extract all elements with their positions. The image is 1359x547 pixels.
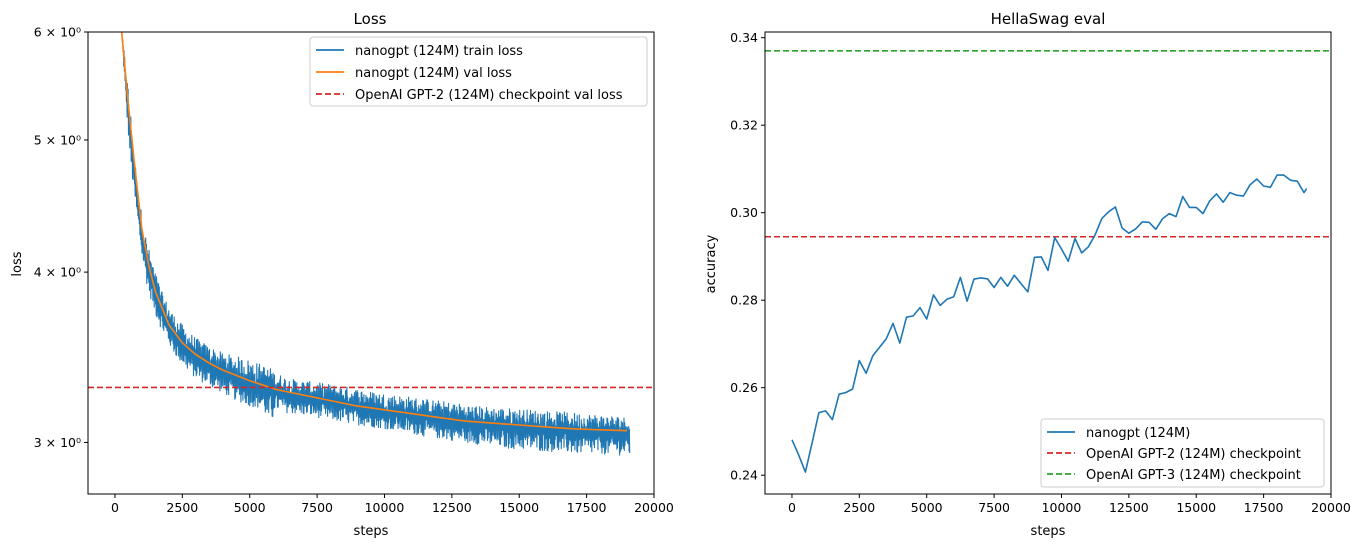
loss-legend-label-train: nanogpt (124M) train loss bbox=[355, 44, 523, 59]
loss-chart-title: Loss bbox=[354, 10, 387, 28]
loss-x-axis-label: steps bbox=[354, 524, 389, 539]
hellaswag-x-axis-label: steps bbox=[1031, 524, 1066, 539]
loss-x-tick-label: 17500 bbox=[567, 500, 607, 515]
loss-plot-area bbox=[88, 32, 654, 456]
loss-x-tick-label: 2500 bbox=[166, 500, 198, 515]
loss-y-tick-label: 5 × 10⁰ bbox=[34, 132, 81, 147]
hellaswag-axes: 0 2500 5000 7500 10000 12500 15000 17500 20000 0.… bbox=[730, 30, 1351, 515]
hellaswag-x-tick-label: 7500 bbox=[978, 500, 1010, 515]
hellaswag-y-tick-label: 0.24 bbox=[730, 468, 758, 483]
hellaswag-x-tick-label: 17500 bbox=[1244, 500, 1284, 515]
loss-y-tick-label: 6 × 10⁰ bbox=[34, 25, 81, 40]
loss-y-tick-label: 3 × 10⁰ bbox=[34, 435, 81, 450]
loss-x-tick-label: 12500 bbox=[432, 500, 472, 515]
loss-x-tick-label: 0 bbox=[111, 500, 119, 515]
hellaswag-chart-title: HellaSwag eval bbox=[991, 10, 1106, 28]
hellaswag-legend-label-gpt3: OpenAI GPT-3 (124M) checkpoint bbox=[1086, 468, 1301, 483]
hellaswag-y-tick-label: 0.32 bbox=[730, 118, 758, 133]
loss-train-series-line bbox=[121, 32, 631, 456]
hellaswag-y-tick-label: 0.26 bbox=[730, 380, 758, 395]
loss-chart: Loss 0 2500 5000 7500 10000 12500 15000 17500 20… bbox=[10, 10, 674, 539]
loss-val-series-line bbox=[120, 32, 628, 432]
loss-x-tick-label: 5000 bbox=[234, 500, 266, 515]
hellaswag-legend: nanogpt (124M) OpenAI GPT-2 (124M) check… bbox=[1040, 418, 1325, 488]
hellaswag-legend-label-nanogpt: nanogpt (124M) bbox=[1086, 426, 1190, 441]
loss-x-tick-label: 20000 bbox=[634, 500, 674, 515]
hellaswag-y-axis-label: accuracy bbox=[704, 234, 719, 293]
hellaswag-legend-box bbox=[1040, 418, 1325, 488]
loss-legend: nanogpt (124M) train loss nanogpt (124M)… bbox=[309, 36, 648, 107]
hellaswag-x-tick-label: 15000 bbox=[1176, 500, 1216, 515]
hellaswag-nanogpt-series-line bbox=[791, 174, 1308, 473]
hellaswag-x-tick-label: 10000 bbox=[1042, 500, 1082, 515]
loss-y-axis-label: loss bbox=[10, 251, 25, 276]
hellaswag-x-tick-label: 20000 bbox=[1311, 500, 1351, 515]
hellaswag-x-tick-label: 0 bbox=[788, 500, 796, 515]
hellaswag-x-tick-label: 12500 bbox=[1109, 500, 1149, 515]
loss-legend-label-val: nanogpt (124M) val loss bbox=[355, 66, 512, 81]
loss-x-tick-label: 10000 bbox=[365, 500, 405, 515]
hellaswag-axes-frame bbox=[764, 31, 1332, 495]
hellaswag-y-tick-label: 0.30 bbox=[730, 205, 758, 220]
hellaswag-legend-label-gpt2: OpenAI GPT-2 (124M) checkpoint bbox=[1086, 447, 1301, 462]
loss-x-tick-label: 15000 bbox=[499, 500, 539, 515]
loss-axes-frame bbox=[87, 31, 655, 495]
loss-axes: 0 2500 5000 7500 10000 12500 15000 17500 20000 3 … bbox=[34, 25, 674, 516]
hellaswag-x-tick-label: 2500 bbox=[843, 500, 875, 515]
loss-y-tick-label: 4 × 10⁰ bbox=[34, 265, 81, 280]
hellaswag-chart: HellaSwag eval 0 2500 5000 7500 10000 12500 15… bbox=[704, 10, 1351, 539]
loss-legend-label-gpt2: OpenAI GPT-2 (124M) checkpoint val loss bbox=[355, 88, 623, 103]
loss-x-tick-label: 7500 bbox=[301, 500, 333, 515]
hellaswag-y-tick-label: 0.34 bbox=[730, 30, 758, 45]
hellaswag-plot-area bbox=[765, 50, 1331, 473]
loss-legend-box bbox=[309, 36, 648, 107]
hellaswag-x-tick-label: 5000 bbox=[911, 500, 943, 515]
hellaswag-y-tick-label: 0.28 bbox=[730, 293, 758, 308]
